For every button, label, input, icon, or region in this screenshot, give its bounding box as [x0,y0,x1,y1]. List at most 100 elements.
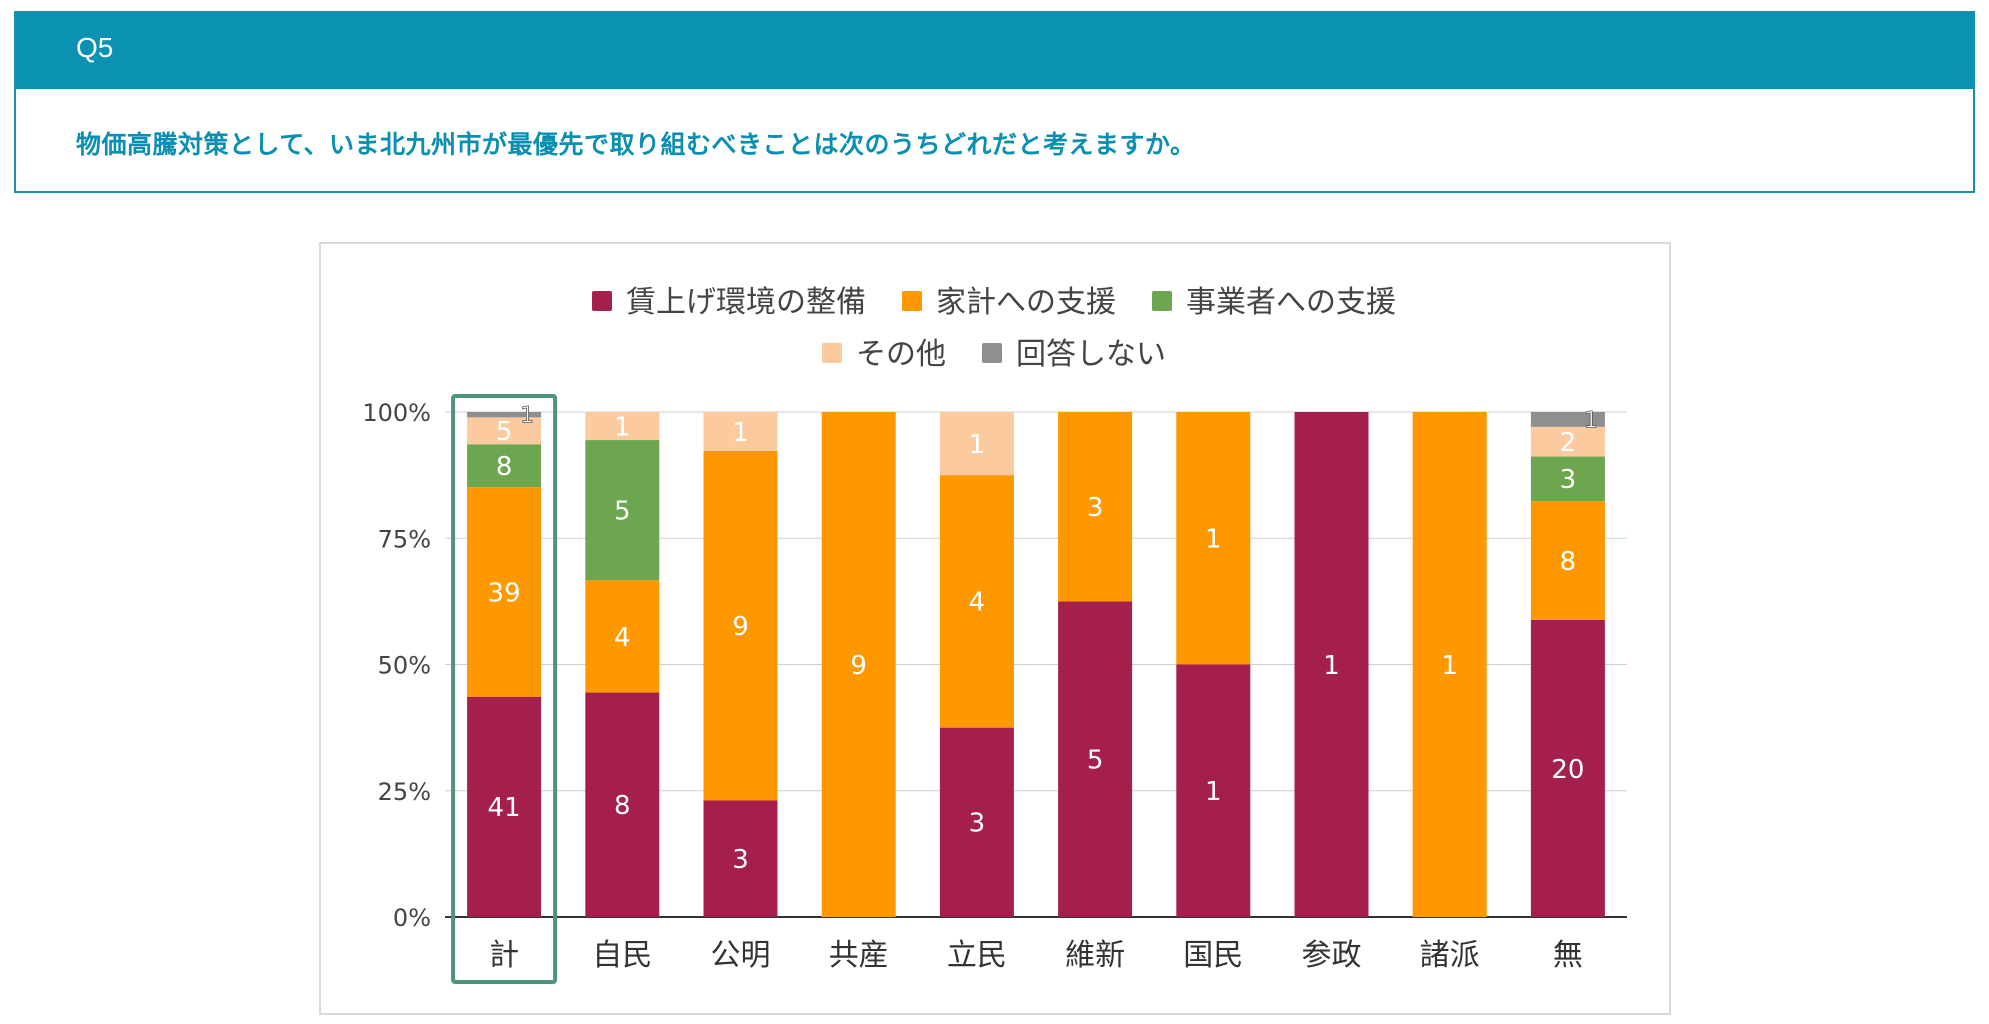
data-label: 1 [732,418,749,448]
legend-swatch [1152,291,1172,311]
data-label: 41 [488,793,521,823]
data-label: 9 [850,651,867,681]
x-tick-label: 諸派 [1420,938,1480,973]
bar-stack: 20 8 3 21 [1530,408,1605,917]
bar-stack: 53 [1058,412,1133,917]
bar-segment [1530,456,1605,502]
y-tick-label: 100% [362,399,431,427]
x-tick-label: 参政 [1302,938,1362,973]
data-label: 1 [1323,651,1340,681]
legend-label: 回答しない [1016,337,1166,372]
bar-segment [467,412,542,418]
bar-segment [467,417,542,445]
question-box: Q5 物価高騰対策として、いま北九州市が最優先で取り組むべきことは次のうちどれだ… [14,11,1975,193]
bar-stack: 3 9 1 [703,412,778,917]
data-label: 4 [614,623,631,653]
bar-segment [703,800,778,917]
bar-segment [703,450,778,801]
bar-segment [585,692,660,917]
data-label: 1 [614,412,631,442]
data-label: 3 [732,845,749,875]
bar-stack: 41 39 8 51 [467,403,542,917]
bar-segment [585,440,660,581]
legend-item: 賃上げ環境の整備 [592,285,866,320]
legend-item: 家計への支援 [902,285,1116,320]
legend-label: 家計への支援 [936,285,1116,320]
y-tick-label: 0% [393,904,431,932]
y-axis: 0% 25% 50% 75% 100% [362,399,431,932]
data-label: 20 [1551,755,1584,785]
data-label: 1 [520,404,534,429]
legend-swatch [982,343,1002,363]
bar-segment [585,412,660,441]
bar-segment [467,696,542,917]
bar-segment [939,475,1014,728]
bar-segment [821,412,896,917]
y-tick-label: 75% [378,525,431,553]
bar-stack: 1 [1412,412,1487,917]
data-label: 3 [969,809,986,839]
legend-item: その他 [822,337,946,372]
question-text: 物価高騰対策として、いま北九州市が最優先で取り組むべきことは次のうちどれだと考え… [76,130,1196,159]
bar-segment [467,444,542,488]
data-label: 39 [488,578,521,608]
bar-segment [585,580,660,693]
x-tick-label: 無 [1553,938,1583,973]
data-label: 8 [1560,547,1577,577]
data-label: 9 [732,612,749,642]
data-label: 8 [614,791,631,821]
y-tick-label: 50% [378,652,431,680]
bar-segment [939,727,1014,917]
question-number: Q5 [16,13,1973,89]
bar-segment [1176,664,1251,917]
bar-stack: 8 4 5 1 [585,412,660,917]
bar-segment [1530,426,1605,457]
legend-label: 賃上げ環境の整備 [626,285,866,320]
bar-segment [1176,412,1251,665]
bar-stack: 3 4 1 [939,412,1014,917]
bar-segment [1412,412,1487,917]
legend-swatch [592,291,612,311]
legend-item: 事業者への支援 [1152,285,1396,320]
legend-swatch [822,343,842,363]
data-label: 5 [496,417,513,447]
bar-segment [703,412,778,451]
data-label: 3 [1087,493,1104,523]
bar-segment [1058,601,1133,917]
x-tick-label: 公明 [711,938,771,973]
bar-segment [1058,412,1133,602]
data-label: 1 [1205,525,1222,555]
data-label: 4 [969,588,986,618]
data-label: 5 [614,497,631,527]
data-label: 1 [1441,651,1458,681]
bar-segment [1530,619,1605,917]
data-label: 5 [1087,746,1104,776]
x-tick-label: 共産 [829,938,889,973]
legend-label: その他 [856,337,946,372]
bar-segment [467,487,542,697]
x-axis: 計 自民 公明 共産 立民 維新 国民 参政 諸派 無 [451,394,1583,984]
bar-stack: 1 [1294,412,1369,917]
bar-stack: 9 [821,412,896,917]
legend-item: 回答しない [982,337,1166,372]
x-tick-label: 維新 [1065,938,1125,973]
data-label: 3 [1560,465,1577,495]
x-tick-label: 国民 [1183,938,1243,973]
x-tick-label: 計 [489,938,519,973]
y-tick-label: 25% [378,778,431,806]
data-label: 1 [1584,408,1598,433]
x-tick-label: 立民 [947,938,1007,973]
highlight-box [451,394,558,984]
x-tick-label: 自民 [592,938,652,973]
data-label: 1 [1205,777,1222,807]
chart-container: 賃上げ環境の整備 家計への支援 事業者への支援その他 回答しない 0% 25% 50% 75… [319,242,1671,1015]
data-label: 1 [969,430,986,460]
legend-label: 事業者への支援 [1186,285,1396,320]
bar-segment [939,412,1014,476]
bar-segment [1530,501,1605,620]
legend-swatch [902,291,922,311]
bar-stack: 11 [1176,412,1251,917]
